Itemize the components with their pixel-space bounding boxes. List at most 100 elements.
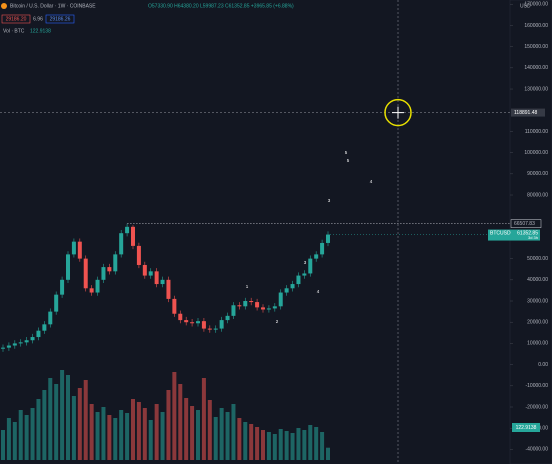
wave-label: 4 xyxy=(370,179,373,184)
candle-body xyxy=(166,279,171,299)
candle-body xyxy=(18,342,23,344)
candle-body xyxy=(302,273,307,276)
y-tick-label: 150000.00 xyxy=(524,44,548,50)
candle-body xyxy=(278,292,283,307)
volume-value: 122.9138 xyxy=(30,28,51,34)
volume-bar xyxy=(201,378,206,460)
candle-body xyxy=(125,226,130,234)
last-price-name: BTCUSD xyxy=(490,230,511,236)
y-tick-label: 160000.00 xyxy=(524,23,548,29)
candle-body xyxy=(54,294,59,312)
sell-price: 29186.20 xyxy=(6,16,27,22)
candle-body xyxy=(42,324,47,331)
candle-body xyxy=(6,345,11,348)
volume-bar xyxy=(95,412,100,460)
y-tick-label: 40000.00 xyxy=(527,277,548,283)
volume-bar xyxy=(136,402,141,460)
candle-body xyxy=(83,258,88,289)
candle-body xyxy=(308,258,313,274)
volume-title: Vol · BTC xyxy=(3,28,25,34)
candle-body xyxy=(225,315,230,321)
volume-bar xyxy=(261,430,265,460)
ath-label-box xyxy=(510,219,542,228)
wave-label: 4 xyxy=(317,289,320,294)
candle-body xyxy=(196,321,200,324)
y-tick-label: 90000.00 xyxy=(527,171,548,177)
y-tick-label: 110000.00 xyxy=(525,129,548,135)
volume-bar xyxy=(148,420,153,460)
volume-bar xyxy=(190,406,195,460)
candle-body xyxy=(290,284,295,289)
candle-body xyxy=(314,254,319,259)
candle-body xyxy=(107,267,112,272)
volume-bar xyxy=(172,372,177,460)
wave-label: 5 xyxy=(347,158,350,163)
candle-body xyxy=(66,254,70,280)
candle-body xyxy=(36,330,41,338)
candle-body xyxy=(95,279,100,293)
volume-bar xyxy=(290,433,295,460)
candle-body xyxy=(71,241,76,255)
volume-bar xyxy=(125,413,130,460)
volume-bar xyxy=(320,432,325,460)
volume-bar xyxy=(77,388,82,460)
volume-bar xyxy=(24,415,29,460)
candle-body xyxy=(1,347,5,349)
volume-bar xyxy=(154,404,159,460)
candle-body xyxy=(24,340,29,343)
volume-bar xyxy=(6,418,11,460)
wave-label: 1 xyxy=(246,284,249,289)
volume-bar xyxy=(308,425,313,460)
candle-body xyxy=(261,307,265,310)
candle-body xyxy=(48,311,53,325)
volume-bar xyxy=(231,404,236,460)
countdown: 3d 3h xyxy=(528,235,538,240)
candle-body xyxy=(231,305,236,316)
crosshair-label-box xyxy=(511,108,545,117)
candle-body xyxy=(178,313,183,321)
candle-body xyxy=(113,254,118,272)
spread: 6.96 xyxy=(33,16,43,22)
volume-bar xyxy=(266,432,271,460)
volume-bar xyxy=(284,431,289,460)
y-tick-label: 140000.00 xyxy=(524,65,548,71)
candle-body xyxy=(201,321,206,329)
y-tick-label: 0.00 xyxy=(538,362,548,368)
y-tick-label: 130000.00 xyxy=(524,86,548,92)
volume-bar xyxy=(12,422,17,460)
cursor-highlight xyxy=(384,98,412,127)
candle-body xyxy=(154,271,159,285)
candle-body xyxy=(12,343,17,346)
sell-button[interactable] xyxy=(1,14,31,24)
symbol-icon xyxy=(1,3,7,9)
volume-bar xyxy=(213,417,218,460)
volume-bar xyxy=(30,408,35,460)
volume-bar xyxy=(160,412,165,460)
candle-body xyxy=(249,301,254,303)
candle-body xyxy=(148,271,153,276)
volume-bar xyxy=(314,427,319,460)
candle-body xyxy=(60,279,65,295)
volume-bar xyxy=(60,370,65,460)
candle-body xyxy=(160,279,165,285)
candle-body xyxy=(89,288,94,293)
symbol: Bitcoin / U.S. Dollar · 1W · COINBASE xyxy=(10,3,96,9)
wave-label: 3 xyxy=(328,198,331,203)
y-tick-label: -10000.00 xyxy=(525,383,548,389)
last-price-label: 61352.85 xyxy=(517,230,538,236)
volume-bar xyxy=(48,378,53,460)
candle-body xyxy=(190,322,195,324)
volume-label-box xyxy=(512,423,540,432)
volume-bar xyxy=(131,399,135,460)
buy-button[interactable] xyxy=(45,14,75,24)
volume-bar xyxy=(101,407,106,460)
volume-bar xyxy=(1,430,5,460)
y-tick-label: 10000.00 xyxy=(527,341,548,347)
candle-body xyxy=(213,328,218,330)
last-price-box xyxy=(488,229,540,241)
candle-body xyxy=(142,264,147,276)
y-tick-label: 50000.00 xyxy=(527,256,548,262)
cursor xyxy=(392,106,404,119)
